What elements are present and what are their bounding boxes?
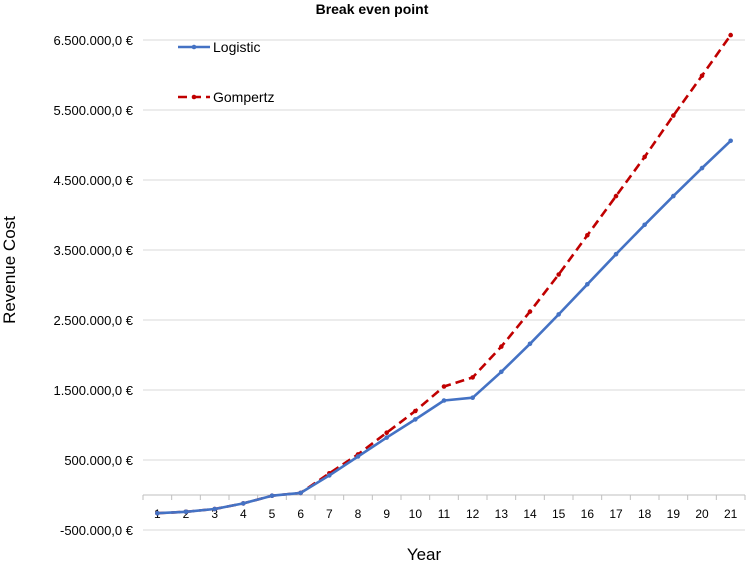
y-tick-label: 500.000,0 € (64, 453, 133, 468)
x-tick-label: 13 (495, 507, 509, 521)
y-axis-title: Revenue Cost (0, 216, 19, 324)
x-tick-label: 14 (523, 507, 537, 521)
x-tick-label: 11 (438, 507, 451, 521)
x-tick-label: 12 (466, 507, 480, 521)
point-logistic (585, 282, 590, 287)
x-tick-label: 5 (269, 507, 276, 521)
point-gompertz (384, 430, 389, 436)
x-tick-label: 6 (297, 507, 304, 521)
x-tick-label: 21 (724, 507, 738, 521)
point-gompertz (441, 384, 447, 389)
point-logistic (384, 435, 389, 440)
x-tick-label: 20 (695, 507, 709, 521)
y-tick-label: 3.500.000,0 € (53, 243, 133, 258)
x-tick-label: 19 (667, 507, 681, 521)
series-line-logistic (157, 139, 732, 515)
x-tick-label: 15 (552, 507, 566, 521)
x-tick-label: 16 (581, 507, 595, 521)
point-gompertz (527, 309, 533, 314)
point-gompertz (642, 154, 647, 160)
x-axis-ticks: 123456789101112131415161718192021 (142, 495, 746, 521)
plot-series (155, 32, 733, 516)
point-gompertz (470, 375, 475, 380)
point-logistic (183, 509, 189, 515)
x-axis-title: Year (407, 545, 442, 564)
legend-marker-gompertz (191, 94, 197, 100)
point-logistic (556, 312, 561, 317)
point-logistic (470, 395, 475, 401)
series-line-gompertz (157, 34, 732, 515)
legend-label-logistic: Logistic (213, 39, 260, 55)
point-logistic (327, 473, 332, 478)
point-gompertz (556, 272, 561, 277)
point-gompertz (585, 233, 590, 238)
x-tick-label: 18 (638, 507, 652, 521)
chart-title: Break even point (316, 1, 429, 17)
y-tick-label: 1.500.000,0 € (53, 383, 133, 398)
legend-label-gompertz: Gompertz (213, 89, 274, 105)
point-logistic (699, 165, 705, 171)
point-logistic (298, 490, 303, 496)
point-logistic (642, 222, 647, 228)
x-tick-label: 4 (240, 507, 247, 521)
x-tick-label: 9 (383, 507, 390, 521)
y-tick-label: 4.500.000,0 € (53, 173, 133, 188)
x-tick-label: 3 (211, 507, 218, 521)
point-logistic (212, 506, 217, 512)
point-logistic (613, 251, 619, 257)
point-gompertz (413, 408, 418, 414)
point-logistic (441, 398, 447, 403)
legend-marker-logistic (191, 44, 197, 50)
point-logistic (671, 193, 676, 199)
point-gompertz (613, 193, 619, 199)
x-tick-label: 8 (355, 507, 362, 521)
y-axis-ticks: -500.000,0 € 500.000,0 € 1.500.000,0 € 2.50… (53, 33, 133, 538)
point-logistic (269, 493, 275, 499)
y-tick-label: 2.500.000,0 € (53, 313, 133, 328)
point-logistic (728, 138, 733, 144)
point-logistic (241, 501, 246, 506)
point-gompertz (499, 344, 504, 349)
point-gompertz (728, 32, 733, 38)
legend: Logistic Gompertz (178, 39, 274, 105)
point-logistic (155, 510, 160, 516)
y-tick-label: 6.500.000,0 € (53, 33, 133, 48)
point-logistic (499, 369, 504, 375)
x-tick-label: 7 (326, 507, 333, 521)
point-logistic (527, 341, 533, 347)
point-logistic (355, 454, 361, 459)
point-gompertz (699, 73, 705, 78)
gridlines (143, 39, 745, 531)
x-tick-label: 17 (609, 507, 623, 521)
x-tick-label: 10 (409, 507, 423, 521)
point-logistic (413, 417, 418, 422)
y-tick-label: -500.000,0 € (60, 523, 134, 538)
point-gompertz (671, 113, 676, 118)
y-tick-label: 5.500.000,0 € (53, 103, 133, 118)
